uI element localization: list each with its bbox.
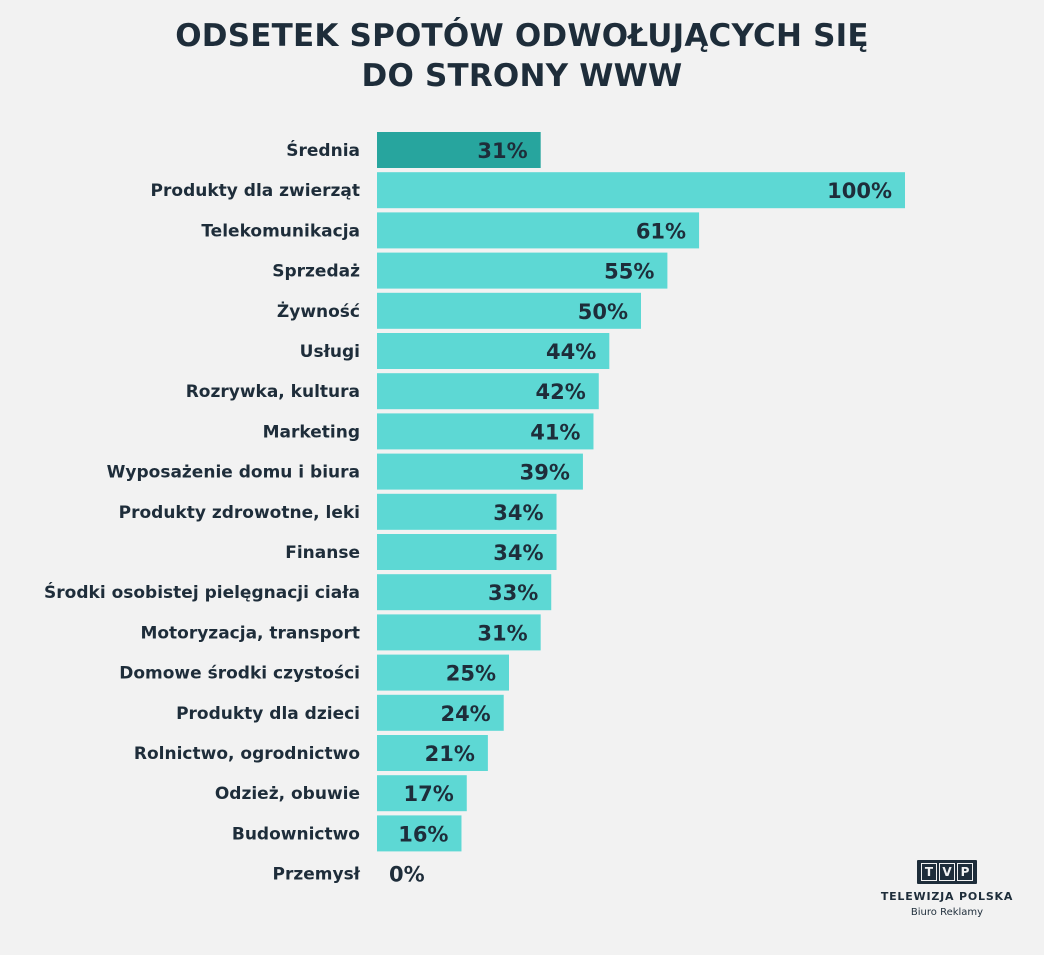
value-label: 41% — [530, 420, 580, 444]
logo-letter: P — [957, 863, 973, 881]
bar — [377, 654, 509, 691]
bar — [377, 413, 594, 450]
tvp-logo: T V P TELEWIZJA POLSKA Biuro Reklamy — [872, 860, 1022, 918]
category-label: Wyposażenie domu i biura — [107, 463, 360, 483]
category-label: Domowe środki czystości — [119, 664, 360, 684]
bar — [377, 735, 488, 771]
value-label: 21% — [425, 742, 475, 766]
bar — [377, 614, 541, 651]
bar — [377, 574, 552, 611]
logo-letter: T — [921, 863, 937, 881]
value-label: 50% — [578, 300, 628, 324]
value-label: 25% — [446, 662, 496, 686]
value-label: 33% — [488, 581, 538, 605]
category-label: Rolnictwo, ogrodnictwo — [134, 744, 360, 764]
value-label: 61% — [636, 219, 686, 243]
category-label: Usługi — [300, 342, 360, 362]
category-label: Produkty dla zwierząt — [151, 181, 360, 201]
value-label: 39% — [520, 461, 570, 485]
tvp-logo-mark: T V P — [917, 860, 977, 884]
logo-subtitle: Biuro Reklamy — [910, 907, 984, 918]
bar — [377, 333, 610, 369]
category-label: Środki osobistej pielęgnacji ciała — [44, 581, 360, 603]
value-label: 24% — [440, 702, 490, 726]
chart-title-line-2: DO STRONY WWW — [361, 58, 683, 94]
bar — [377, 373, 599, 410]
value-label: 0% — [389, 863, 425, 887]
category-label: Przemysł — [273, 865, 361, 885]
bar — [377, 172, 905, 209]
value-label: 100% — [827, 179, 892, 203]
value-label: 44% — [546, 340, 596, 364]
category-label: Produkty dla dzieci — [176, 704, 360, 724]
category-label: Średnia — [286, 139, 360, 161]
chart-title: ODSETEK SPOTÓW ODWOŁUJĄCYCH SIĘ DO STRON… — [0, 16, 1044, 96]
value-label: 31% — [477, 621, 527, 645]
bar — [377, 694, 504, 731]
category-label: Budownictwo — [232, 824, 360, 844]
category-label: Sprzedaż — [272, 262, 360, 282]
value-label: 31% — [477, 139, 527, 163]
category-label: Odzież, obuwie — [215, 784, 360, 804]
bar — [377, 815, 462, 852]
category-label: Finanse — [285, 543, 360, 563]
value-label: 16% — [398, 822, 448, 846]
bar — [377, 775, 467, 812]
category-label: Produkty zdrowotne, leki — [119, 503, 360, 523]
value-label: 42% — [535, 380, 585, 404]
bar — [377, 493, 557, 530]
chart-title-line-1: ODSETEK SPOTÓW ODWOŁUJĄCYCH SIĘ — [175, 18, 869, 54]
logo-letter: V — [939, 863, 955, 881]
bar — [377, 212, 700, 249]
bar — [377, 252, 668, 289]
bar — [377, 453, 583, 490]
value-label: 34% — [493, 541, 543, 565]
bar — [377, 534, 557, 570]
category-label: Motoryzacja, transport — [140, 623, 360, 643]
category-label: Telekomunikacja — [201, 221, 360, 241]
category-label: Rozrywka, kultura — [186, 382, 360, 402]
bar — [377, 292, 641, 329]
category-label: Marketing — [263, 422, 360, 442]
category-label: Żywność — [277, 300, 360, 322]
bar — [377, 132, 541, 168]
value-label: 34% — [493, 501, 543, 525]
value-label: 17% — [403, 782, 453, 806]
logo-name: TELEWIZJA POLSKA — [880, 890, 1014, 903]
value-label: 55% — [604, 260, 654, 284]
